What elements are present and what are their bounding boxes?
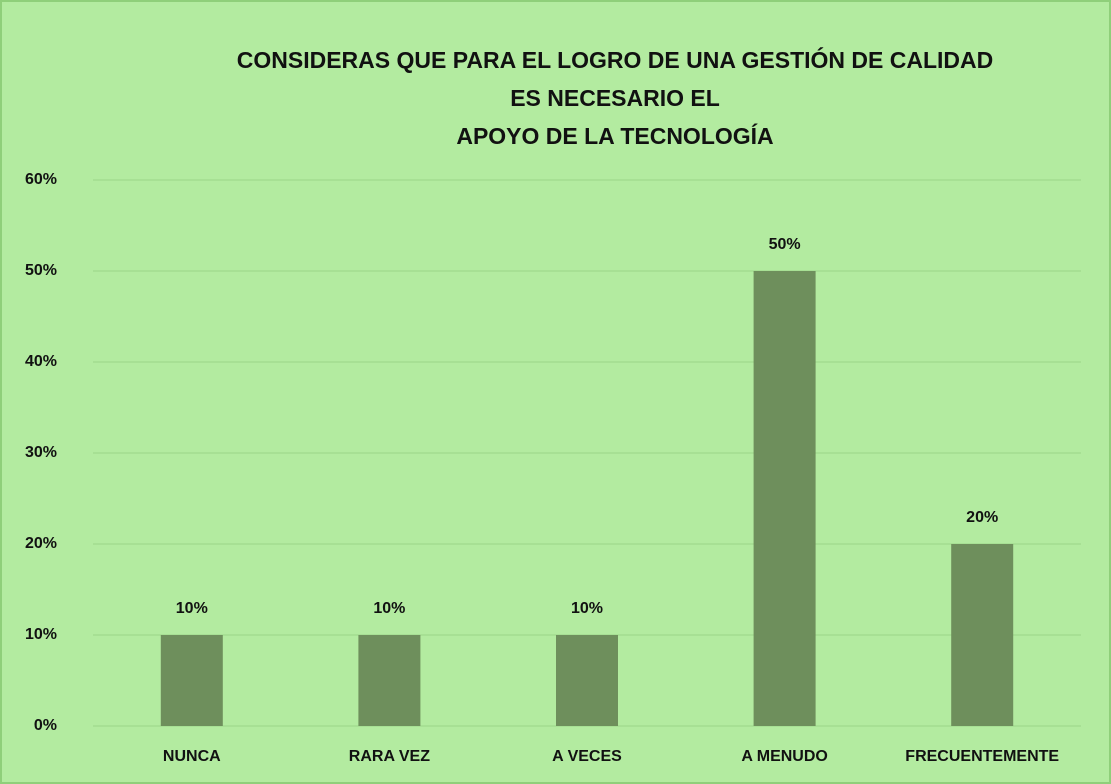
y-tick-label: 40% (25, 353, 57, 370)
bar (358, 635, 421, 726)
bar (556, 635, 618, 726)
x-tick-label: NUNCA (163, 748, 221, 765)
y-tick-label: 50% (25, 262, 57, 279)
data-label: 20% (966, 509, 998, 526)
chart-title: CONSIDERAS QUE PARA EL LOGRO DE UNA GEST… (237, 46, 994, 73)
data-label: 50% (769, 236, 801, 253)
x-tick-label: FRECUENTEMENTE (905, 748, 1059, 765)
y-tick-label: 10% (25, 626, 57, 643)
y-tick-label: 60% (25, 171, 57, 188)
x-tick-label: A MENUDO (741, 748, 828, 765)
chart-title: ES NECESARIO EL (510, 85, 720, 111)
y-tick-label: 20% (25, 535, 57, 552)
data-label: 10% (571, 600, 603, 617)
y-tick-label: 30% (25, 444, 57, 461)
x-tick-label: A VECES (552, 748, 622, 765)
bar (951, 544, 1014, 726)
data-label: 10% (176, 600, 208, 617)
bar (753, 271, 816, 726)
x-tick-label: RARA VEZ (349, 748, 430, 765)
bar (160, 635, 223, 726)
data-label: 10% (373, 600, 405, 617)
y-tick-label: 0% (34, 717, 57, 734)
chart-title: APOYO DE LA TECNOLOGÍA (456, 122, 773, 149)
